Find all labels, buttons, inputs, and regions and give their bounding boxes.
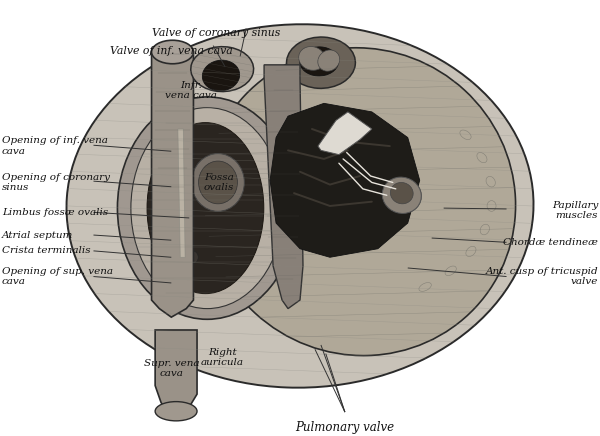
Ellipse shape xyxy=(67,24,533,388)
Ellipse shape xyxy=(299,47,338,76)
Ellipse shape xyxy=(391,182,413,204)
Text: Opening of sup. vena
cava: Opening of sup. vena cava xyxy=(2,267,113,286)
Text: Valve of coronary sinus: Valve of coronary sinus xyxy=(152,28,280,38)
Polygon shape xyxy=(152,52,193,317)
Polygon shape xyxy=(318,112,372,155)
Ellipse shape xyxy=(391,182,413,204)
Text: Atrial septum: Atrial septum xyxy=(2,231,73,239)
Text: Opening of coronary
sinus: Opening of coronary sinus xyxy=(2,173,110,192)
Ellipse shape xyxy=(155,402,197,421)
Text: Papillary
muscles: Papillary muscles xyxy=(552,201,598,220)
Text: Ant. cusp of tricuspid
valve: Ant. cusp of tricuspid valve xyxy=(485,267,598,286)
Ellipse shape xyxy=(131,108,284,309)
Polygon shape xyxy=(155,330,197,416)
Ellipse shape xyxy=(184,271,194,282)
Ellipse shape xyxy=(186,251,198,264)
Text: Fossa
ovalis: Fossa ovalis xyxy=(204,173,235,192)
Text: Pulmonary valve: Pulmonary valve xyxy=(295,421,394,434)
Ellipse shape xyxy=(191,47,254,92)
Polygon shape xyxy=(270,103,420,257)
Ellipse shape xyxy=(152,40,193,64)
Ellipse shape xyxy=(118,97,297,319)
Ellipse shape xyxy=(382,177,421,214)
Text: Supr. vena
cava: Supr. vena cava xyxy=(143,359,199,378)
Ellipse shape xyxy=(382,177,421,214)
Ellipse shape xyxy=(204,48,515,356)
Text: Valve of inf. vena cava: Valve of inf. vena cava xyxy=(110,46,233,56)
Text: Limbus fossæ ovalis: Limbus fossæ ovalis xyxy=(2,208,108,217)
Text: Chordæ tendineæ: Chordæ tendineæ xyxy=(503,238,598,247)
Polygon shape xyxy=(178,129,185,257)
Ellipse shape xyxy=(191,153,244,211)
Ellipse shape xyxy=(173,258,187,273)
Ellipse shape xyxy=(147,123,264,293)
Polygon shape xyxy=(264,65,303,309)
Text: Right
auricula: Right auricula xyxy=(200,348,244,368)
Text: Infr.
vena cava: Infr. vena cava xyxy=(165,81,217,100)
Ellipse shape xyxy=(202,60,239,91)
Ellipse shape xyxy=(299,47,325,70)
Ellipse shape xyxy=(287,37,355,89)
Text: Crista terminalis: Crista terminalis xyxy=(2,246,91,255)
Text: Opening of inf. vena
cava: Opening of inf. vena cava xyxy=(2,136,108,156)
Ellipse shape xyxy=(199,161,238,204)
Polygon shape xyxy=(318,112,372,155)
Ellipse shape xyxy=(318,50,340,71)
